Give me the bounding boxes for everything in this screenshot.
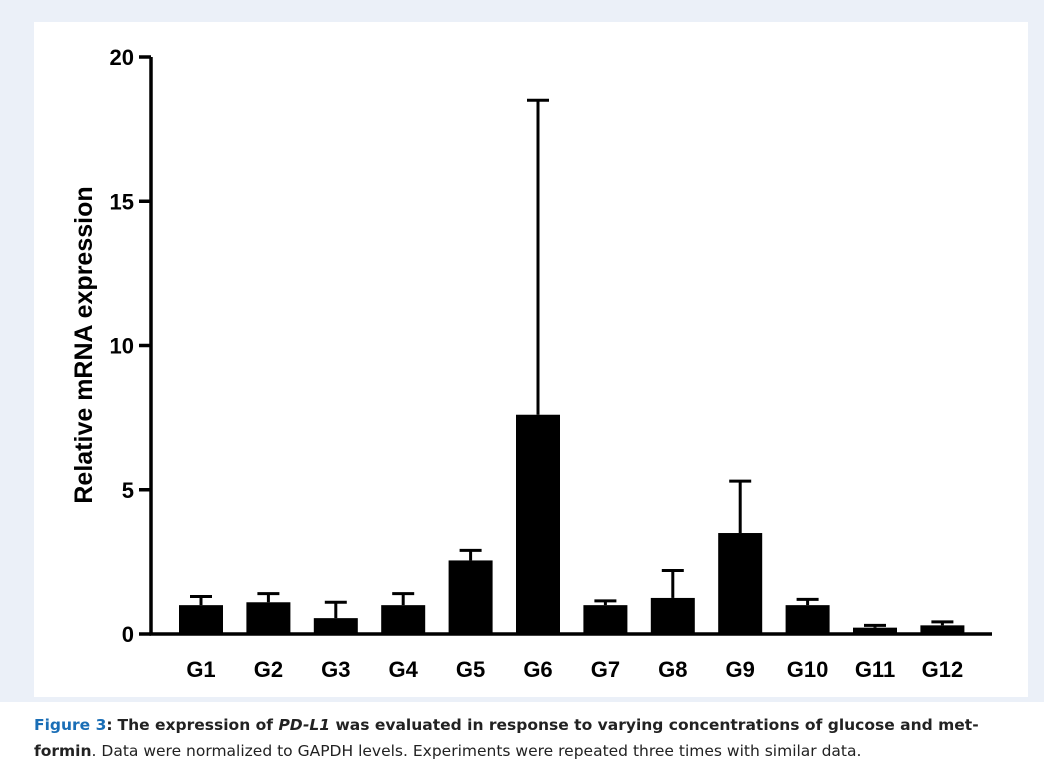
caption-gene-name: PD-L1 xyxy=(278,716,331,734)
caption-title-end: was evaluated in response to varying con… xyxy=(34,716,979,760)
figure-caption: Figure 3: The expression of PD-L1 was ev… xyxy=(34,712,1024,764)
bar-g11 xyxy=(853,627,897,634)
caption-title-start: The expression of xyxy=(117,716,279,734)
x-tick-label-g7: G7 xyxy=(591,657,620,682)
figure-label[interactable]: Figure 3 xyxy=(34,716,107,734)
x-tick-label-g2: G2 xyxy=(254,657,283,682)
x-tick-label-g1: G1 xyxy=(186,657,215,682)
y-tick-label-0: 0 xyxy=(122,622,134,647)
bar-g2 xyxy=(246,602,291,634)
bar-g8 xyxy=(650,597,695,634)
caption-colon: : xyxy=(106,716,113,734)
bar-g3 xyxy=(313,618,358,634)
y-tick-label-15: 15 xyxy=(110,189,134,214)
x-tick-label-g11: G11 xyxy=(855,657,895,682)
bar-g9 xyxy=(718,533,763,634)
x-tick-label-g3: G3 xyxy=(321,657,350,682)
bar-g1 xyxy=(179,605,223,634)
bar-g10 xyxy=(785,605,830,634)
caption-body: . Data were normalized to GAPDH levels. … xyxy=(91,742,862,760)
y-axis-title: Relative mRNA expression xyxy=(70,186,98,503)
bar-g7 xyxy=(583,605,628,634)
x-tick-label-g12: G12 xyxy=(922,657,964,682)
bar-g4 xyxy=(381,605,426,634)
bar-chart: G1 G2 G3 G4 G5 G6 G7 G8 G9 G10 G11 G12 0 5 10 15 20 Relat… xyxy=(70,45,992,682)
plot-area: G1 G2 G3 G4 G5 G6 G7 G8 G9 G10 G11 G12 0 5 10 15 20 Relat… xyxy=(34,22,1028,697)
y-tick-label-5: 5 xyxy=(122,478,134,503)
x-tick-label-g5: G5 xyxy=(456,657,485,682)
x-tick-label-g10: G10 xyxy=(787,657,829,682)
x-tick-label-g9: G9 xyxy=(726,657,755,682)
y-tick-label-10: 10 xyxy=(110,334,134,359)
x-tick-label-g6: G6 xyxy=(523,657,552,682)
bar-g12 xyxy=(920,625,965,634)
x-tick-label-g8: G8 xyxy=(658,657,687,682)
bar-g5 xyxy=(448,560,493,634)
bar-g6 xyxy=(516,414,560,634)
figure-panel: G1 G2 G3 G4 G5 G6 G7 G8 G9 G10 G11 G12 0 5 10 15 20 Relat… xyxy=(0,0,1044,702)
x-tick-label-g4: G4 xyxy=(389,657,419,682)
y-tick-label-20: 20 xyxy=(110,45,134,70)
